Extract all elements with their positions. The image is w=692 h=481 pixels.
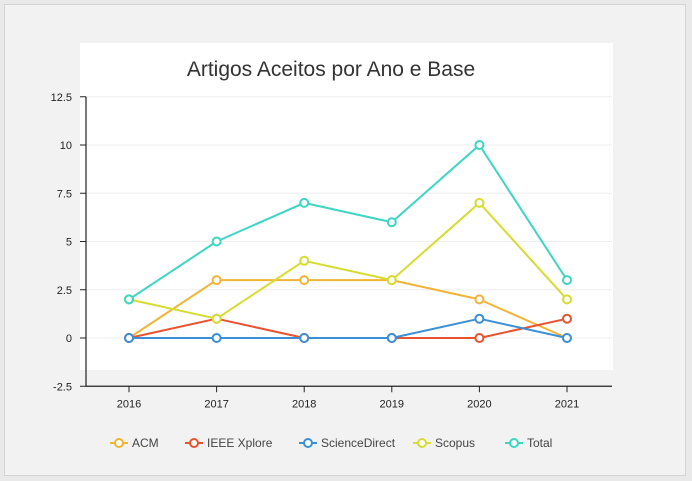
x-tick-label: 2016 (117, 398, 141, 410)
legend-label: IEEE Xplore (207, 436, 273, 450)
data-point (299, 197, 310, 208)
data-point (299, 333, 310, 343)
series-line (128, 144, 568, 301)
data-point (474, 294, 485, 305)
legend-swatch-marker (114, 438, 124, 448)
data-point (562, 275, 572, 286)
legend-swatch-marker (303, 438, 313, 448)
x-tick-label: 2021 (555, 398, 579, 410)
legend-item: ACM (110, 436, 159, 450)
series-scopus (124, 197, 572, 324)
data-point (474, 313, 485, 324)
data-point (211, 333, 222, 343)
x-tick-label: 2020 (467, 398, 491, 410)
y-tick-label: -2.5 (53, 381, 72, 393)
y-tick-label: 2.5 (57, 285, 72, 297)
legend-swatch-marker (417, 438, 427, 448)
y-tick-label: 10 (60, 140, 72, 152)
chart-title: Artigos Aceitos por Ano e Base (187, 58, 475, 81)
data-point (562, 313, 572, 324)
y-tick-label: 5 (66, 237, 72, 249)
data-point (211, 313, 222, 324)
data-point (474, 333, 485, 343)
y-tick-labels: 12.5 10 7.5 5 2.5 0 -2.5 (51, 92, 72, 394)
legend-item: ScienceDirect (299, 436, 396, 450)
series-line (128, 279, 568, 339)
series-line (128, 201, 568, 320)
data-point (124, 294, 134, 305)
series-line (129, 317, 568, 339)
data-point (211, 236, 222, 247)
y-tick-label: 7.5 (57, 188, 72, 200)
series-lines (124, 140, 572, 343)
legend-item: IEEE Xplore (185, 436, 273, 450)
x-tick-label: 2017 (204, 398, 228, 410)
data-point (299, 255, 310, 266)
legend-label: Total (527, 436, 552, 450)
data-point (386, 217, 397, 228)
data-point (474, 197, 485, 208)
legend-label: ACM (132, 436, 159, 450)
legend: ACM IEEE Xplore ScienceDirect Scopus Total (110, 436, 552, 450)
axes (80, 96, 612, 393)
legend-item: Scopus (413, 436, 475, 450)
x-tick-label: 2018 (292, 398, 316, 410)
x-tick-label: 2019 (380, 398, 404, 410)
data-point (211, 275, 222, 286)
legend-swatch-marker (189, 438, 199, 448)
legend-label: ScienceDirect (321, 436, 396, 450)
legend-item: Total (505, 436, 552, 450)
data-point (124, 333, 134, 343)
plot-area (80, 43, 613, 370)
data-point (299, 275, 310, 286)
series-sciencedirect (124, 313, 572, 343)
legend-label: Scopus (435, 436, 475, 450)
data-point (562, 294, 572, 305)
grid-lines (86, 96, 612, 339)
series-line (128, 317, 568, 339)
data-point (386, 333, 397, 343)
x-tick-labels: 2016 2017 2018 2019 2020 2021 (117, 398, 579, 410)
data-point (562, 333, 572, 343)
data-point (386, 275, 397, 286)
series-total (124, 140, 572, 305)
y-tick-label: 12.5 (51, 92, 72, 104)
y-tick-label: 0 (66, 333, 72, 345)
data-point (474, 140, 485, 150)
legend-swatch-marker (509, 438, 519, 448)
